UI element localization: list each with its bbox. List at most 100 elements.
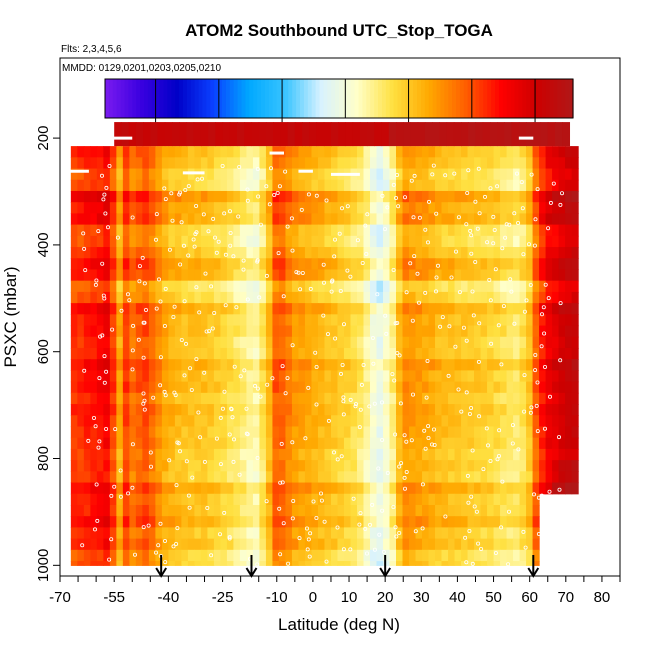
sample-point xyxy=(358,511,363,516)
sample-point xyxy=(479,547,484,552)
heatmap-cell xyxy=(565,471,573,484)
heatmap-cell xyxy=(168,258,176,271)
heatmap-cell xyxy=(389,482,397,495)
sample-point xyxy=(396,204,401,209)
heatmap-cell xyxy=(239,347,248,360)
heatmap-cell xyxy=(207,460,215,472)
heatmap-cell xyxy=(70,157,78,170)
heatmap-cell xyxy=(187,224,195,237)
heatmap-cell xyxy=(96,336,104,349)
heatmap-cell xyxy=(337,426,345,439)
sample-point xyxy=(107,163,112,168)
colorbar-swatch xyxy=(569,79,574,118)
heatmap-cell xyxy=(409,527,417,540)
heatmap-cell xyxy=(487,471,495,484)
heatmap-cell xyxy=(265,561,274,566)
heatmap-cell xyxy=(428,538,436,551)
heatmap-cell xyxy=(526,482,534,495)
heatmap-cell xyxy=(317,471,326,484)
heatmap-cell xyxy=(285,516,293,528)
heatmap-cell xyxy=(291,347,300,360)
heatmap-cell xyxy=(96,504,104,517)
heatmap-cell xyxy=(382,336,391,349)
heatmap-cell xyxy=(396,404,404,416)
heatmap-cell xyxy=(246,448,254,461)
heatmap-cell xyxy=(135,347,143,360)
heatmap-cell xyxy=(244,122,253,147)
colorbar-swatch xyxy=(124,79,129,118)
heatmap-cell xyxy=(415,157,423,170)
heatmap-cell xyxy=(330,190,339,203)
heatmap-cell xyxy=(330,415,339,428)
heatmap-cell xyxy=(480,392,488,405)
heatmap-cell xyxy=(500,213,508,226)
heatmap-cell xyxy=(454,482,462,495)
heatmap-cell xyxy=(369,392,378,405)
heatmap-cell xyxy=(350,437,358,450)
heatmap-cell xyxy=(487,258,495,271)
heatmap-cell xyxy=(272,516,280,528)
heatmap-cell xyxy=(519,549,527,562)
heatmap-cell xyxy=(207,303,215,315)
colorbar-swatch xyxy=(144,79,149,118)
heatmap-cell xyxy=(304,392,313,405)
heatmap-cell xyxy=(493,516,501,528)
heatmap-cell xyxy=(70,538,78,551)
heatmap-cell xyxy=(148,314,156,327)
colorbar-swatch xyxy=(459,79,465,118)
heatmap-cell xyxy=(468,122,477,147)
heatmap-cell xyxy=(461,561,469,566)
heatmap-cell xyxy=(90,190,98,203)
heatmap-cell xyxy=(396,224,404,237)
heatmap-cell xyxy=(259,437,267,450)
heatmap-cell xyxy=(448,202,456,214)
heatmap-cell xyxy=(155,179,163,192)
heatmap-cell xyxy=(70,146,78,158)
sample-point xyxy=(151,395,156,400)
colorbar-swatch xyxy=(428,79,434,118)
heatmap-cell xyxy=(376,168,384,181)
heatmap-cell xyxy=(109,471,117,484)
heatmap-cell xyxy=(233,392,241,405)
heatmap-cell xyxy=(324,482,332,495)
heatmap-cell xyxy=(500,347,508,360)
heatmap-cell xyxy=(526,527,534,540)
sample-point xyxy=(142,407,147,412)
heatmap-cell xyxy=(96,291,104,304)
heatmap-cell xyxy=(571,179,579,192)
sample-point xyxy=(96,229,101,234)
heatmap-cell xyxy=(291,258,300,271)
heatmap-cell xyxy=(422,269,430,282)
heatmap-cell xyxy=(356,561,365,566)
sample-point xyxy=(384,331,389,336)
heatmap-cell xyxy=(142,179,150,192)
heatmap-cell xyxy=(454,224,462,237)
heatmap-cell xyxy=(410,122,419,147)
heatmap-cell xyxy=(187,504,195,517)
heatmap-cell xyxy=(454,437,462,450)
heatmap-cell xyxy=(77,157,85,170)
sample-point xyxy=(324,559,329,564)
heatmap-cell xyxy=(435,527,443,540)
heatmap-cell xyxy=(220,493,228,506)
heatmap-cell xyxy=(103,146,111,158)
heatmap-cell xyxy=(435,179,443,192)
sample-point xyxy=(364,251,369,256)
heatmap-cell xyxy=(265,269,274,282)
heatmap-cell xyxy=(415,359,423,371)
heatmap-cell xyxy=(532,303,540,315)
heatmap-field xyxy=(70,122,579,566)
heatmap-cell xyxy=(122,460,130,472)
heatmap-cell xyxy=(285,460,293,472)
sample-point xyxy=(488,458,493,463)
heatmap-cell xyxy=(194,516,202,528)
heatmap-cell xyxy=(506,303,514,315)
heatmap-cell xyxy=(519,347,527,360)
heatmap-cell xyxy=(161,247,169,259)
sample-point xyxy=(196,410,201,415)
heatmap-cell xyxy=(474,359,482,371)
heatmap-cell xyxy=(122,258,130,271)
heatmap-cell xyxy=(454,527,462,540)
heatmap-cell xyxy=(246,516,254,528)
heatmap-cell xyxy=(356,190,365,203)
